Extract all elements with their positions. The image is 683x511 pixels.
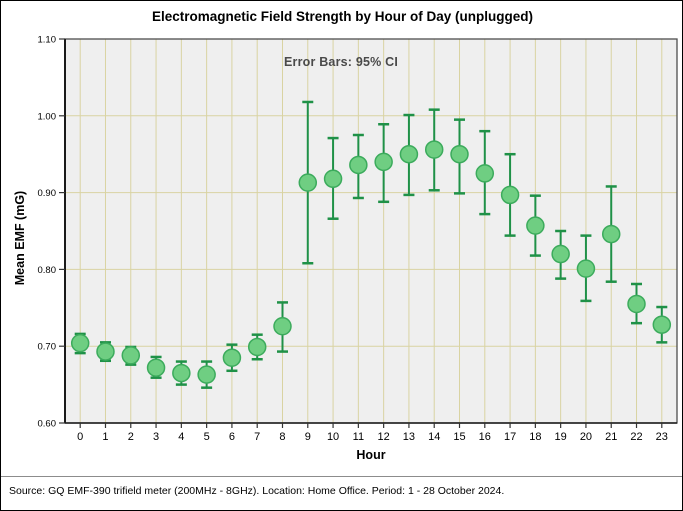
data-point: [374, 152, 393, 172]
y-tick-label: 1.00: [38, 111, 57, 122]
x-axis-label: Hour: [356, 448, 386, 462]
data-point: [298, 173, 318, 192]
data-point: [172, 363, 191, 383]
data-point: [70, 333, 90, 353]
data-point: [526, 216, 545, 235]
y-tick-label: 0.70: [38, 342, 57, 353]
x-tick-label: 5: [204, 431, 210, 443]
x-tick-label: 19: [555, 431, 567, 443]
data-point: [96, 342, 115, 361]
x-tick-label: 22: [630, 431, 642, 443]
x-tick-label: 2: [128, 431, 134, 443]
x-tick-label: 6: [229, 431, 235, 443]
y-tick-label: 0.60: [38, 419, 57, 430]
x-tick-label: 0: [77, 431, 83, 443]
data-point: [197, 365, 216, 384]
data-point: [121, 346, 141, 365]
data-point: [652, 315, 672, 334]
x-tick-label: 13: [403, 431, 415, 443]
x-tick-label: 4: [178, 431, 184, 443]
data-point: [500, 185, 520, 205]
data-point: [576, 259, 596, 278]
y-tick-label: 0.80: [38, 265, 57, 276]
x-tick-label: 3: [153, 431, 159, 443]
data-point: [399, 144, 419, 164]
x-tick-label: 8: [279, 431, 285, 443]
y-axis-label: Mean EMF (mG): [13, 190, 27, 286]
plot-background: [65, 39, 677, 423]
source-text: Source: GQ EMF-390 trifield meter (200MH…: [9, 485, 505, 497]
data-point: [475, 164, 495, 183]
y-tick-label: 1.10: [38, 35, 57, 46]
x-tick-label: 23: [656, 431, 668, 443]
x-tick-label: 12: [378, 431, 390, 443]
error-bars-annotation: Error Bars: 95% CI: [283, 55, 399, 69]
data-point: [424, 140, 444, 159]
x-tick-label: 16: [479, 431, 491, 443]
data-point: [551, 244, 570, 264]
data-point: [146, 358, 166, 377]
data-point: [273, 316, 292, 336]
data-point: [627, 294, 646, 314]
x-tick-label: 21: [605, 431, 617, 443]
x-tick-label: 20: [580, 431, 592, 443]
x-tick-label: 11: [353, 431, 364, 443]
plot-area: 0.600.700.800.901.001.100 1 2 3 4 5 6 7 8 9 10 11 12…: [38, 35, 678, 443]
data-point: [222, 348, 242, 367]
data-point: [323, 169, 343, 189]
x-tick-label: 15: [453, 431, 465, 443]
data-point: [601, 224, 621, 244]
x-tick-label: 14: [428, 431, 440, 443]
chart-title: Electromagnetic Field Strength by Hour o…: [151, 9, 534, 24]
data-point: [450, 144, 469, 164]
y-tick-label: 0.90: [38, 188, 57, 199]
source-footer: Source: GQ EMF-390 trifield meter (200MH…: [1, 476, 682, 510]
x-tick-label: 1: [102, 431, 108, 443]
x-tick-label: 17: [504, 431, 516, 443]
x-tick-label: 18: [529, 431, 541, 443]
data-point: [349, 155, 368, 175]
x-tick-label: 10: [327, 431, 339, 443]
data-point: [247, 337, 267, 357]
x-tick-label: 9: [305, 431, 311, 443]
x-tick-label: 7: [254, 431, 260, 443]
